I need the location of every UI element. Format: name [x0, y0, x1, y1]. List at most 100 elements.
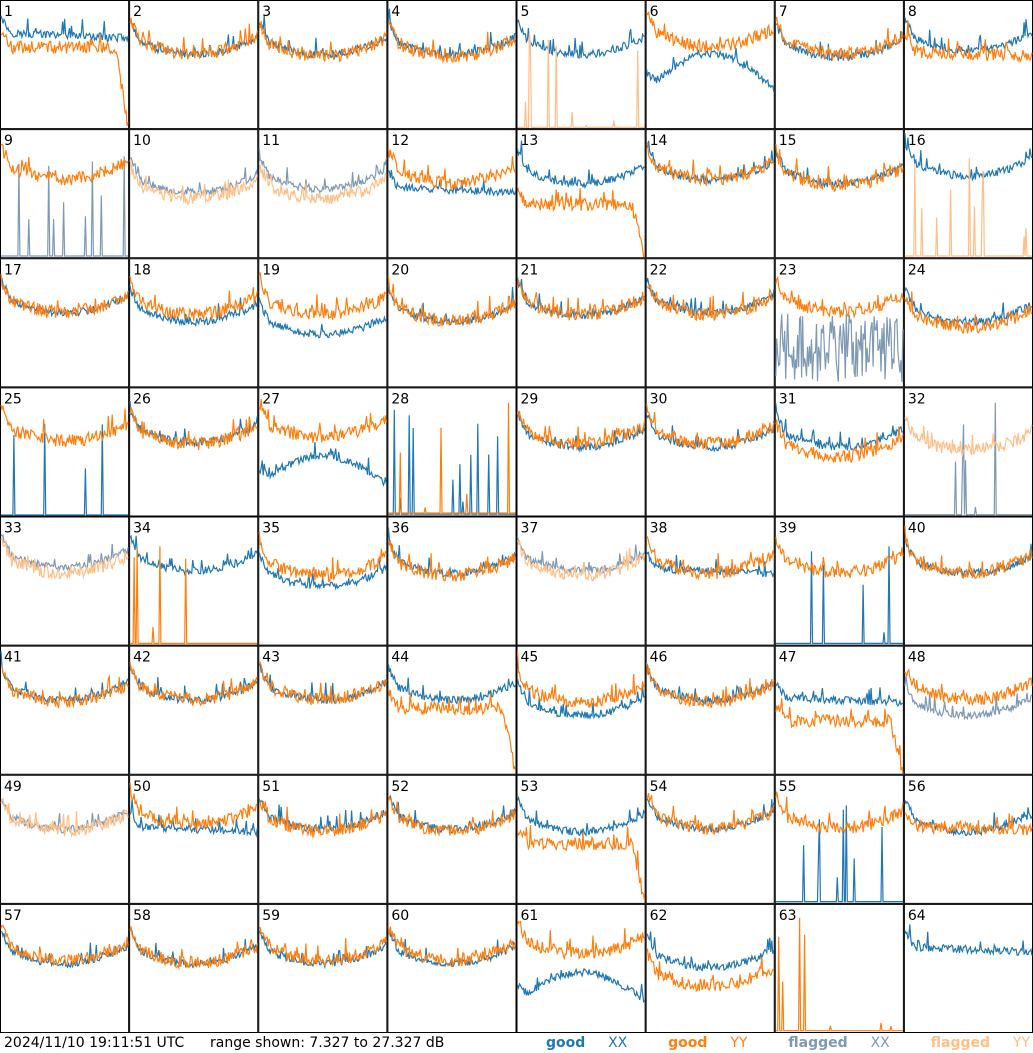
panel-label-60: 60: [391, 908, 409, 924]
series-yy-panel-13: [516, 186, 645, 258]
panel-62: 62: [645, 903, 775, 1033]
panel-frame: [774, 387, 904, 517]
panel-label-13: 13: [521, 133, 539, 149]
panel-55: 55: [774, 774, 904, 904]
series-yy-panel-20: [387, 275, 517, 327]
series-xx-panel-34: [129, 534, 258, 577]
series-xx-panel-18: [129, 285, 258, 328]
panel-label-57: 57: [4, 908, 22, 924]
series-xx-panel-3: [258, 15, 387, 60]
series-yy-panel-42: [129, 662, 258, 707]
panel-frame: [258, 774, 388, 904]
panel-43: 43: [258, 645, 388, 775]
series-yy-panel-3: [258, 21, 387, 63]
panel-53: 53: [516, 774, 646, 904]
series-yy-panel-52: [387, 795, 517, 837]
legend: good XX good YY flagged XX flagged YY: [510, 1033, 1030, 1053]
panel-frame: [387, 645, 517, 775]
series-yy-panel-43: [258, 661, 387, 706]
panel-58: 58: [129, 903, 259, 1033]
panel-11: 11: [258, 129, 388, 259]
series-xx-panel-28: [388, 409, 516, 515]
panel-frame: [903, 903, 1033, 1033]
panel-label-56: 56: [908, 779, 926, 795]
series-yy-panel-54: [646, 793, 775, 836]
series-yy-panel-18: [129, 276, 258, 321]
legend-good-yy-pol: YY: [730, 1035, 748, 1051]
panel-45: 45: [516, 645, 646, 775]
series-yy-panel-35: [258, 531, 387, 583]
series-yy-panel-7: [775, 16, 904, 62]
panel-label-21: 21: [521, 262, 539, 278]
panel-label-64: 64: [908, 908, 926, 924]
panel-frame: [129, 258, 259, 388]
series-xx-panel-64: [904, 924, 1033, 957]
panel-64: 64: [903, 903, 1033, 1033]
panel-frame: [129, 516, 259, 646]
panel-9: 9: [0, 129, 130, 259]
series-xx-panel-47: [775, 681, 903, 708]
series-xx-panel-48: [904, 675, 1033, 721]
series-yy-panel-55: [775, 791, 904, 835]
panel-frame: [774, 903, 904, 1033]
panel-label-53: 53: [521, 779, 539, 795]
panel-label-28: 28: [391, 391, 409, 407]
panel-label-36: 36: [391, 521, 409, 537]
panel-21: 21: [516, 258, 646, 388]
panel-39: 39: [774, 516, 904, 646]
series-yy-panel-25: [0, 404, 129, 448]
series-yy-panel-60: [387, 926, 517, 968]
series-xx-panel-5: [516, 18, 645, 59]
legend-flagged-yy-pol: YY: [1012, 1035, 1030, 1051]
panel-frame: [0, 903, 130, 1033]
panel-frame: [0, 516, 130, 646]
panel-label-5: 5: [521, 4, 530, 20]
panel-label-15: 15: [779, 133, 797, 149]
series-yy-panel-2: [129, 17, 258, 60]
series-xx-panel-9: [1, 156, 129, 257]
panel-label-40: 40: [908, 521, 926, 537]
panel-13: 13: [516, 129, 646, 259]
panel-label-9: 9: [4, 133, 13, 149]
panel-label-61: 61: [521, 908, 539, 924]
panel-40: 40: [903, 516, 1033, 646]
panel-34: 34: [129, 516, 259, 646]
panel-12: 12: [387, 129, 517, 259]
legend-flagged-xx: flagged XX: [770, 1035, 889, 1051]
panel-label-8: 8: [908, 4, 917, 20]
panel-label-11: 11: [262, 133, 280, 149]
panel-label-34: 34: [133, 521, 151, 537]
series-xx-panel-1: [0, 15, 129, 43]
series-xx-panel-31: [775, 403, 904, 452]
panel-label-37: 37: [521, 521, 539, 537]
panel-frame: [903, 774, 1033, 904]
series-yy-panel-5: [517, 33, 645, 128]
panel-label-41: 41: [4, 650, 22, 666]
panel-frame: [774, 129, 904, 259]
legend-good-xx: good XX: [528, 1035, 627, 1051]
series-xx-panel-13: [516, 140, 645, 190]
panel-50: 50: [129, 774, 259, 904]
series-xx-panel-16: [904, 132, 1033, 182]
series-xx-panel-62: [646, 931, 775, 972]
panel-19: 19: [258, 258, 388, 388]
panel-label-17: 17: [4, 262, 22, 278]
series-xx-panel-25: [1, 424, 129, 516]
series-yy-panel-23: [775, 275, 904, 319]
series-xx-panel-37: [516, 536, 646, 576]
panel-frame: [129, 774, 259, 904]
panel-54: 54: [645, 774, 775, 904]
panel-label-55: 55: [779, 779, 797, 795]
series-xx-panel-27: [258, 441, 387, 488]
panel-label-1: 1: [4, 4, 13, 20]
series-xx-panel-12: [388, 170, 517, 197]
series-xx-panel-39: [775, 546, 903, 644]
series-xx-panel-61: [516, 967, 646, 1004]
panel-label-4: 4: [391, 4, 400, 20]
panel-label-19: 19: [262, 262, 280, 278]
panel-1: 1: [0, 0, 130, 130]
panel-6: 6: [645, 0, 775, 130]
series-yy-panel-16: [904, 158, 1032, 257]
panel-label-59: 59: [262, 908, 280, 924]
panel-label-20: 20: [391, 262, 409, 278]
